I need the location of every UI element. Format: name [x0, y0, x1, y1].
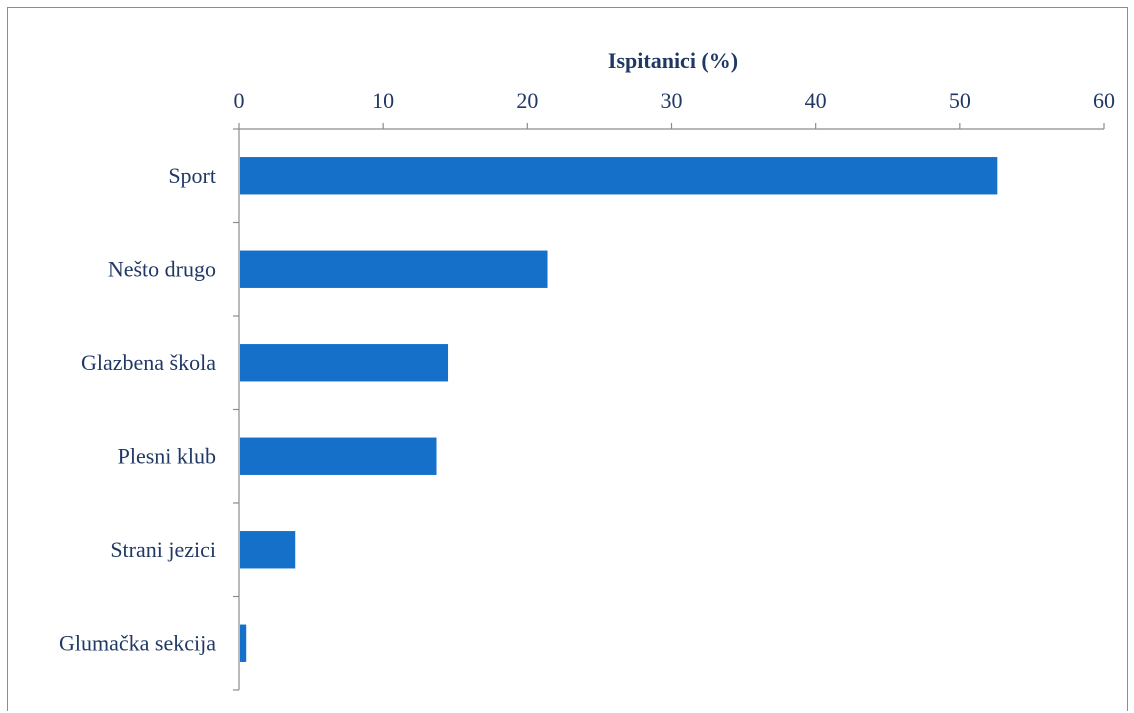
x-tick-label: 40 [805, 88, 827, 113]
bar [240, 531, 296, 569]
bar [240, 250, 548, 288]
x-tick-label: 20 [516, 88, 538, 113]
y-axis: Sport Nešto drugo Glazbena škola Plesni klu… [59, 128, 240, 691]
category-label: Plesni klub [118, 443, 216, 468]
bar [240, 157, 998, 195]
x-tick-label: 30 [661, 88, 683, 113]
chart-frame [7, 7, 1128, 711]
x-axis: 0 10 20 30 40 50 60 [234, 88, 1115, 130]
category-label: Glazbena škola [81, 350, 216, 375]
bar [240, 624, 247, 662]
x-tick-label: 50 [949, 88, 971, 113]
bar-series [240, 157, 998, 662]
x-tick-label: 0 [234, 88, 245, 113]
bar [240, 344, 449, 382]
category-label: Glumačka sekcija [59, 630, 216, 655]
x-tick-label: 10 [372, 88, 394, 113]
bar [240, 437, 437, 475]
category-label: Strani jezici [110, 537, 216, 562]
category-label: Nešto drugo [108, 256, 216, 281]
category-label: Sport [168, 163, 216, 188]
x-tick-label: 60 [1093, 88, 1115, 113]
x-axis-title: Ispitanici (%) [608, 48, 738, 73]
